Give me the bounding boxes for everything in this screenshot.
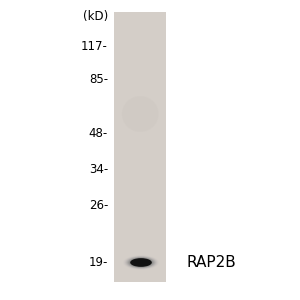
Text: (kD): (kD) xyxy=(83,10,108,23)
Ellipse shape xyxy=(130,258,152,267)
Ellipse shape xyxy=(132,259,150,266)
Text: 48-: 48- xyxy=(89,127,108,140)
Ellipse shape xyxy=(135,260,147,265)
Ellipse shape xyxy=(133,259,149,266)
Bar xyxy=(114,12,166,282)
Ellipse shape xyxy=(123,255,159,270)
Text: 34-: 34- xyxy=(89,163,108,176)
Text: 117-: 117- xyxy=(81,40,108,53)
Ellipse shape xyxy=(127,257,155,268)
Text: RAP2B: RAP2B xyxy=(186,255,236,270)
Ellipse shape xyxy=(125,256,157,269)
Ellipse shape xyxy=(136,260,146,265)
Ellipse shape xyxy=(128,257,154,268)
Ellipse shape xyxy=(130,258,152,267)
Ellipse shape xyxy=(129,258,153,267)
Ellipse shape xyxy=(131,259,151,266)
Ellipse shape xyxy=(126,256,156,268)
Text: 85-: 85- xyxy=(89,73,108,86)
Ellipse shape xyxy=(134,260,148,265)
Text: 19-: 19- xyxy=(88,256,108,269)
Ellipse shape xyxy=(137,261,145,264)
Ellipse shape xyxy=(122,96,159,132)
Text: 26-: 26- xyxy=(88,199,108,212)
Ellipse shape xyxy=(124,256,158,269)
